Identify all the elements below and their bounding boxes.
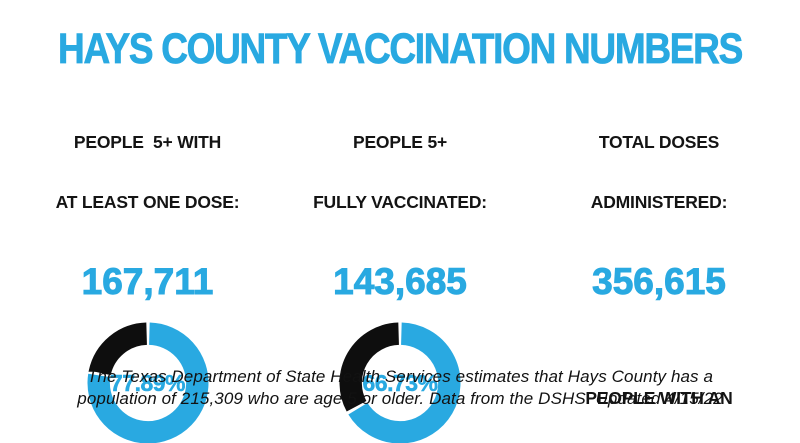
page-title: HAYS COUNTY VACCINATION NUMBERS xyxy=(58,25,744,73)
stat-label-at-least-one-dose: PEOPLE 5+ WITH AT LEAST ONE DOSE: xyxy=(20,92,275,252)
donut-percent-label-fully-vaccinated: 66.73% xyxy=(362,369,438,396)
donut-chart-fully-vaccinated: 66.73% xyxy=(339,322,461,443)
footnote: The Texas Department of State Health Ser… xyxy=(0,366,800,409)
stat-block-total-doses: TOTAL DOSES ADMINISTERED: 356,615 xyxy=(528,92,790,302)
stat-column-doses: TOTAL DOSES ADMINISTERED: 356,615 PEOPLE… xyxy=(528,92,790,443)
stat-label-line2: AT LEAST ONE DOSE: xyxy=(55,192,240,212)
stat-column-fully-vaccinated: PEOPLE 5+ FULLY VACCINATED: 143,685 66.7… xyxy=(272,92,528,443)
stat-value-total-doses: 356,615 xyxy=(592,261,727,302)
stat-label-line1: PEOPLE WITH AN xyxy=(585,388,733,408)
stat-label-total-doses: TOTAL DOSES ADMINISTERED: xyxy=(528,92,790,252)
stat-label-fully-vaccinated: PEOPLE 5+ FULLY VACCINATED: xyxy=(272,92,528,252)
donut-ring-fully-vaccinated xyxy=(339,322,461,443)
stat-label-line2: ADMINISTERED: xyxy=(590,192,728,212)
stat-label-line2: FULLY VACCINATED: xyxy=(313,192,487,212)
stat-value-fully-vaccinated: 143,685 xyxy=(333,261,468,302)
footnote-line1: The Texas Department of State Health Ser… xyxy=(86,367,714,386)
donut-chart-at-least-one-dose: 77.89% xyxy=(87,322,209,443)
footnote-line2: population of 215,309 who are age 5 or o… xyxy=(77,388,723,408)
stat-block-additional-dose: PEOPLE WITH AN ADDITIONAL DOSE: 57,536 xyxy=(528,348,790,443)
stat-column-at-least-one-dose: PEOPLE 5+ WITH AT LEAST ONE DOSE: 167,71… xyxy=(20,92,275,443)
stat-label-line1: PEOPLE 5+ WITH xyxy=(73,132,222,152)
stat-value-at-least-one-dose: 167,711 xyxy=(81,261,214,302)
stat-label-additional-dose: PEOPLE WITH AN ADDITIONAL DOSE: xyxy=(528,348,790,443)
donut-percent-label-at-least-one-dose: 77.89% xyxy=(109,369,186,396)
stat-label-line1: PEOPLE 5+ xyxy=(352,132,447,152)
donut-ring-at-least-one-dose xyxy=(87,322,208,443)
stat-label-line1: TOTAL DOSES xyxy=(598,132,720,152)
